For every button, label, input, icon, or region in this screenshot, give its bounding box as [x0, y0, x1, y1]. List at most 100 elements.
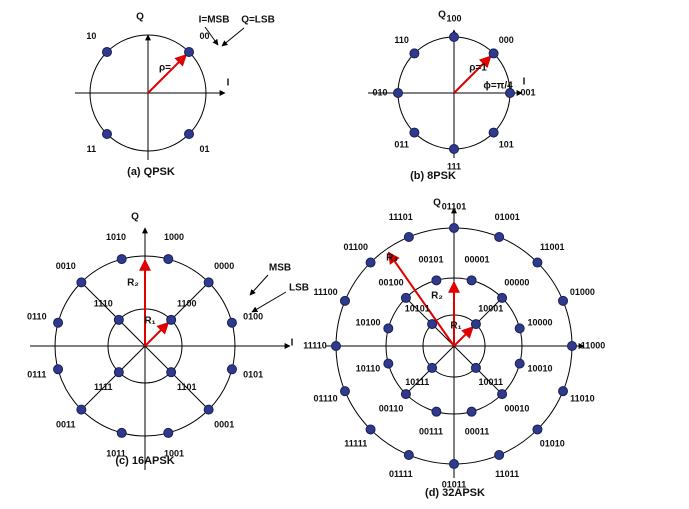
symbol-label: 01100 — [343, 242, 368, 252]
symbol-label: 00111 — [419, 426, 443, 436]
symbol-point — [532, 424, 543, 435]
annotation: Q — [131, 212, 139, 223]
symbol-label: 10001 — [478, 304, 503, 314]
spoke — [144, 345, 209, 410]
caption: (d) 32APSK — [425, 487, 485, 499]
symbol-label: 0101 — [243, 369, 263, 379]
symbol-point — [532, 257, 543, 268]
symbol-label: 1100 — [177, 299, 197, 309]
symbol-label: 1000 — [164, 232, 184, 242]
symbol-label: 0010 — [56, 261, 76, 271]
annotation: Q=LSB — [241, 15, 275, 26]
pointer — [204, 26, 219, 46]
symbol-point — [409, 48, 420, 59]
symbol-point — [365, 257, 376, 268]
annotation: R₁ — [144, 316, 155, 327]
symbol-point — [76, 277, 87, 288]
symbol-label: 0110 — [27, 311, 47, 321]
symbol-point — [494, 450, 505, 461]
symbol-point — [431, 275, 442, 286]
pointer — [249, 274, 269, 296]
symbol-point — [53, 317, 64, 328]
symbol-point — [400, 292, 411, 303]
symbol-label: 10010 — [527, 363, 552, 373]
pointer — [251, 291, 287, 313]
symbol-point — [184, 46, 195, 57]
symbol-point — [449, 144, 459, 154]
symbol-point — [365, 424, 376, 435]
symbol-point — [470, 319, 481, 330]
symbol-label: 001 — [520, 87, 535, 97]
radius-arrow — [144, 321, 170, 347]
symbol-point — [449, 223, 459, 233]
symbol-point — [470, 362, 481, 373]
symbol-point — [339, 386, 350, 397]
symbol-point — [113, 367, 124, 378]
symbol-label: 10101 — [405, 304, 430, 314]
symbol-label: 00110 — [379, 403, 404, 413]
annotation: Q — [433, 198, 441, 209]
symbol-point — [558, 295, 569, 306]
symbol-point — [53, 364, 64, 375]
symbol-label: 10100 — [356, 317, 381, 327]
symbol-label: 11000 — [581, 340, 606, 350]
symbol-label: 00010 — [504, 403, 529, 413]
symbol-label: 10111 — [405, 377, 429, 387]
symbol-point — [466, 406, 477, 417]
symbol-label: 00000 — [504, 277, 529, 287]
symbol-point — [339, 295, 350, 306]
annotation: Q — [438, 10, 446, 21]
symbol-point — [331, 341, 341, 351]
symbol-label: 10011 — [479, 377, 504, 387]
symbol-point — [558, 386, 569, 397]
annotation: R₂ — [127, 278, 139, 289]
symbol-point — [166, 367, 177, 378]
symbol-point — [116, 427, 127, 438]
pointer — [221, 27, 245, 47]
symbol-point — [184, 129, 195, 140]
symbol-point — [203, 277, 214, 288]
ring — [89, 34, 207, 152]
symbol-label: 11100 — [314, 287, 338, 297]
symbol-label: 1111 — [94, 382, 113, 392]
symbol-label: 010 — [372, 87, 387, 97]
symbol-label: 0011 — [56, 420, 76, 430]
annotation: R₁ — [450, 321, 461, 332]
symbol-point — [488, 48, 499, 59]
spoke — [81, 282, 146, 347]
symbol-point — [497, 292, 508, 303]
symbol-point — [409, 127, 420, 138]
symbol-label: 01011 — [442, 479, 467, 489]
symbol-label: 111 — [447, 161, 461, 171]
symbol-point — [101, 129, 112, 140]
annotation: I — [523, 77, 526, 88]
symbol-label: 11001 — [540, 242, 565, 252]
symbol-label: 00001 — [465, 254, 490, 264]
ring — [385, 277, 523, 415]
symbol-label: 00101 — [418, 254, 443, 264]
symbol-point — [488, 127, 499, 138]
symbol-label: 0001 — [214, 420, 234, 430]
caption: (a) QPSK — [127, 166, 175, 178]
symbol-point — [514, 358, 525, 369]
symbol-point — [403, 231, 414, 242]
radius-arrow — [387, 251, 455, 347]
annotation: Q — [136, 12, 144, 23]
symbol-label: 1001 — [164, 449, 184, 459]
annotation: R₂ — [431, 291, 443, 302]
symbol-point — [427, 319, 438, 330]
symbol-label: 00 — [200, 31, 210, 41]
annotation: R₃ — [386, 253, 398, 264]
annotation: I — [227, 78, 230, 89]
symbol-label: 11011 — [495, 469, 519, 479]
symbol-point — [163, 427, 174, 438]
annotation: I=MSB — [199, 15, 230, 26]
symbol-point — [226, 364, 237, 375]
symbol-point — [101, 46, 112, 57]
symbol-point — [113, 314, 124, 325]
symbol-label: 11101 — [389, 212, 413, 222]
symbol-label: 01101 — [442, 201, 467, 211]
symbol-label: 000 — [499, 35, 514, 45]
symbol-point — [203, 404, 214, 415]
